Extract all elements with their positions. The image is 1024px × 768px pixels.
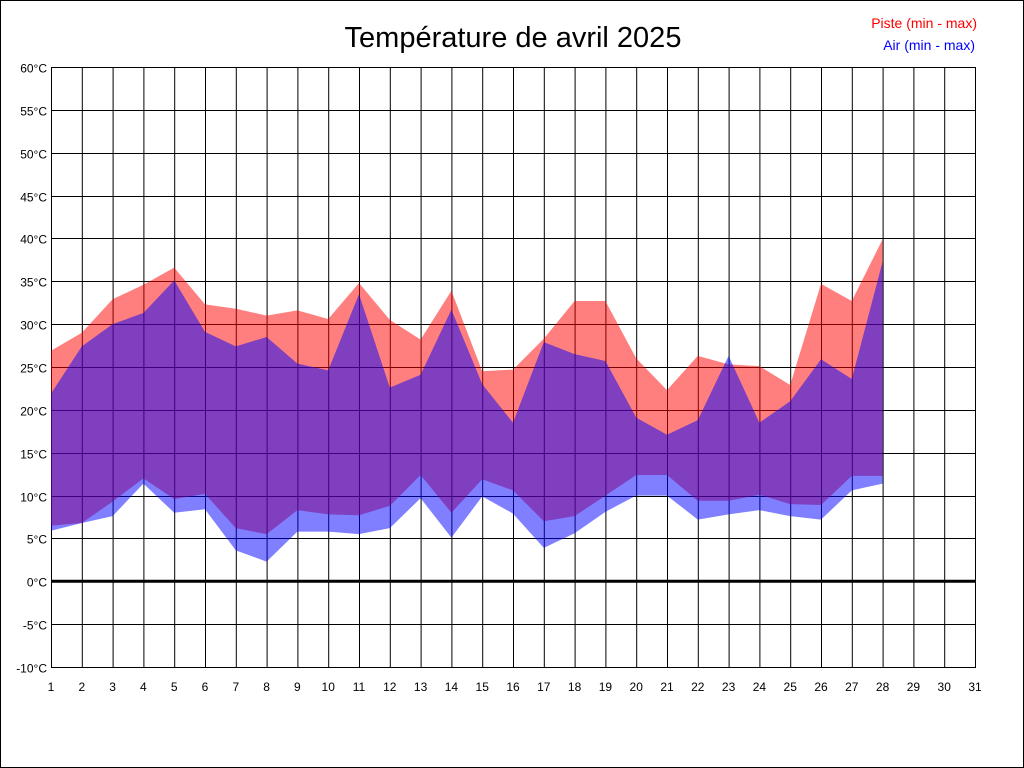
x-tick-label: 14: [445, 680, 459, 694]
x-tick-label: 26: [814, 680, 828, 694]
x-tick-label: 21: [660, 680, 674, 694]
x-tick-label: 27: [845, 680, 859, 694]
x-tick-label: 22: [691, 680, 705, 694]
x-tick-label: 29: [907, 680, 921, 694]
y-tick-label: 55°C: [20, 105, 47, 119]
x-tick-label: 28: [876, 680, 890, 694]
x-tick-label: 20: [630, 680, 644, 694]
y-tick-label: 45°C: [20, 191, 47, 205]
x-tick-label: 25: [784, 680, 798, 694]
y-tick-label: 5°C: [27, 533, 47, 547]
x-tick-label: 23: [722, 680, 736, 694]
y-tick-label: 50°C: [20, 148, 47, 162]
x-tick-label: 17: [537, 680, 551, 694]
y-tick-label: 35°C: [20, 276, 47, 290]
x-tick-label: 2: [78, 680, 85, 694]
x-tick-label: 12: [383, 680, 397, 694]
x-tick-label: 31: [968, 680, 982, 694]
y-tick-label: 60°C: [20, 62, 47, 76]
x-tick-label: 18: [568, 680, 582, 694]
x-tick-label: 9: [294, 680, 301, 694]
y-tick-label: -10°C: [16, 662, 47, 676]
y-tick-label: 40°C: [20, 233, 47, 247]
y-tick-label: 25°C: [20, 362, 47, 376]
x-tick-label: 13: [414, 680, 428, 694]
y-tick-label: 30°C: [20, 319, 47, 333]
legend-entry-piste: Piste (min - max): [871, 15, 977, 31]
y-tick-label: 20°C: [20, 405, 47, 419]
y-tick-label: -5°C: [23, 619, 47, 633]
x-tick-label: 3: [109, 680, 116, 694]
x-tick-label: 11: [353, 680, 366, 694]
x-tick-label: 4: [140, 680, 147, 694]
y-tick-label: 10°C: [20, 491, 47, 505]
x-tick-label: 5: [171, 680, 178, 694]
x-tick-label: 16: [506, 680, 520, 694]
legend-entry-air: Air (min - max): [883, 37, 975, 53]
x-tick-label: 24: [753, 680, 767, 694]
x-tick-label: 7: [232, 680, 239, 694]
series-areas: [51, 239, 883, 562]
x-tick-label: 1: [48, 680, 55, 694]
x-tick-label: 15: [476, 680, 490, 694]
x-tick-label: 19: [599, 680, 613, 694]
air-range-area: [51, 261, 883, 562]
x-tick-label: 10: [322, 680, 336, 694]
y-tick-label: 0°C: [27, 576, 47, 590]
x-tick-label: 6: [202, 680, 209, 694]
x-tick-label: 30: [938, 680, 952, 694]
x-tick-label: 8: [263, 680, 270, 694]
y-tick-label: 15°C: [20, 448, 47, 462]
chart-title: Température de avril 2025: [345, 22, 682, 54]
axes: 1 2 3 4 5 6 7 8 9 10 11 12 13 14 15 16 17 18 19 20 21 22 23 24 2…: [16, 62, 982, 695]
